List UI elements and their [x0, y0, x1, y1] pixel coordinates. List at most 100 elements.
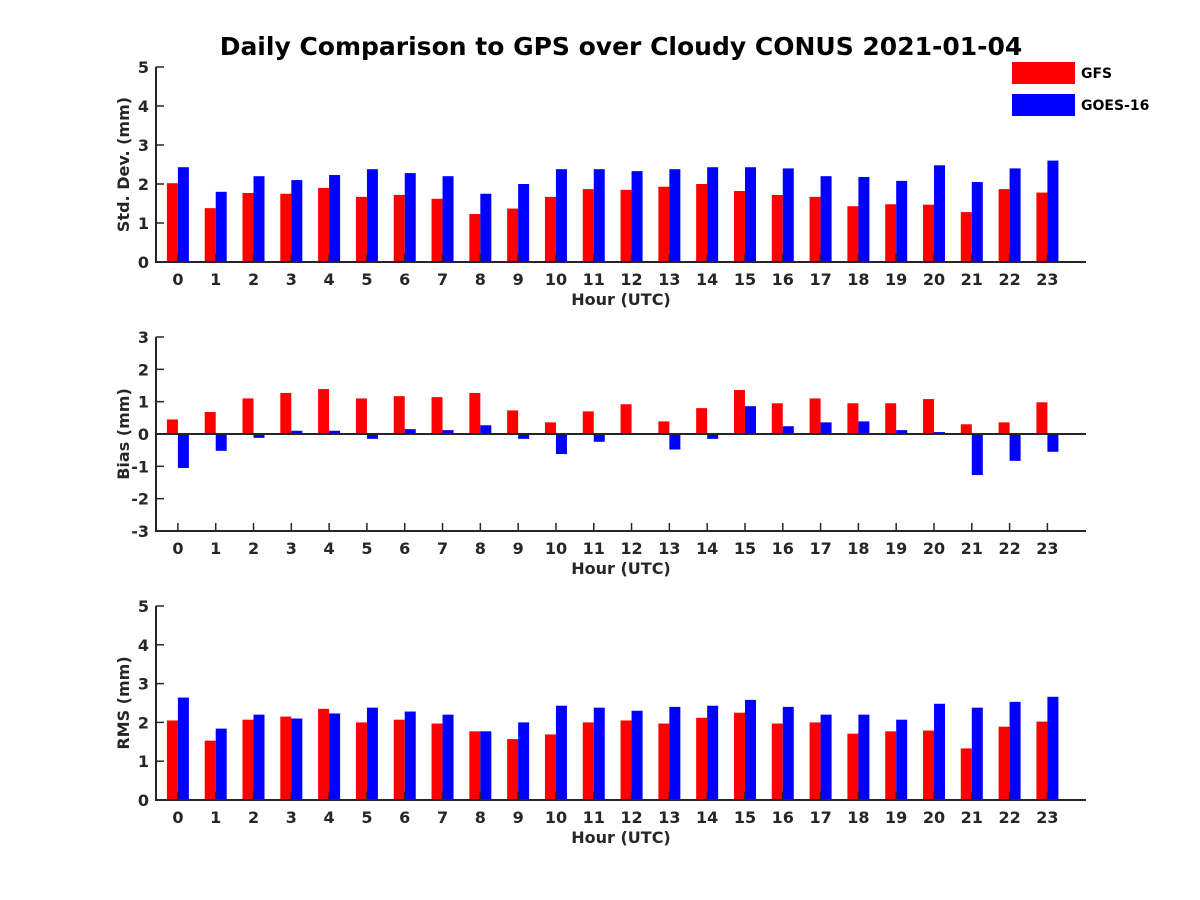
x-tick-label: 4 [324, 808, 335, 827]
bar-goes-16-hour-4 [329, 430, 341, 434]
bar-goes-16-hour-19 [896, 430, 908, 434]
bar-gfs-hour-11 [582, 722, 594, 800]
bar-gfs-hour-3 [280, 716, 292, 800]
x-tick-label: 8 [475, 270, 486, 289]
bar-gfs-hour-20 [923, 730, 934, 800]
x-tick-label: 19 [885, 539, 907, 558]
x-tick-label: 3 [286, 270, 297, 289]
bar-gfs-hour-2 [242, 192, 254, 262]
x-tick-label: 13 [658, 808, 680, 827]
bar-gfs-hour-14 [696, 408, 708, 434]
x-tick-label: 9 [513, 808, 524, 827]
x-tick-label: 10 [545, 270, 567, 289]
bar-goes-16-hour-12 [631, 710, 643, 800]
bar-goes-16-hour-6 [404, 173, 416, 262]
bar-goes-16-hour-2 [253, 714, 265, 800]
bar-gfs-hour-3 [280, 193, 292, 262]
x-tick-label: 4 [324, 539, 335, 558]
x-tick-label: 0 [172, 270, 183, 289]
x-tick-label: 3 [286, 808, 297, 827]
legend: GFS GOES-16 [1012, 62, 1149, 116]
bar-goes-16-hour-11 [593, 707, 605, 800]
x-tick-label: 14 [696, 270, 718, 289]
bar-goes-16-hour-21 [971, 182, 983, 262]
bar-goes-16-hour-13 [669, 706, 681, 800]
x-tick-label: 2 [248, 539, 259, 558]
bar-gfs-hour-18 [847, 733, 859, 800]
bar-goes-16-hour-13 [669, 169, 681, 262]
bar-gfs-hour-18 [847, 403, 859, 434]
bar-gfs-hour-6 [393, 194, 405, 262]
x-axis-label: Hour (UTC) [571, 559, 671, 578]
bar-goes-16-hour-10 [555, 169, 567, 262]
bar-gfs-hour-15 [733, 191, 745, 262]
bar-gfs-hour-20 [923, 399, 934, 434]
bar-gfs-hour-2 [242, 719, 254, 800]
bar-gfs-hour-13 [658, 723, 670, 800]
x-tick-label: 22 [998, 270, 1020, 289]
bar-goes-16-hour-17 [820, 714, 832, 800]
x-tick-label: 5 [361, 539, 372, 558]
bar-gfs-hour-10 [544, 422, 556, 434]
x-tick-label: 9 [513, 270, 524, 289]
bar-goes-16-hour-3 [291, 180, 303, 262]
bar-gfs-hour-9 [507, 739, 519, 800]
bar-goes-16-hour-18 [858, 421, 870, 434]
legend-label-gfs: GFS [1081, 66, 1112, 82]
y-tick-label: 3 [138, 328, 149, 347]
x-tick-label: 1 [210, 270, 221, 289]
bar-goes-16-hour-1 [215, 434, 227, 451]
bar-gfs-hour-17 [809, 398, 821, 434]
x-tick-label: 23 [1036, 539, 1058, 558]
x-tick-label: 21 [961, 808, 983, 827]
x-tick-label: 11 [583, 270, 605, 289]
y-tick-label: 1 [138, 752, 149, 771]
y-tick-label: -2 [131, 490, 149, 509]
bar-gfs-hour-12 [620, 404, 632, 434]
x-tick-label: 10 [545, 808, 567, 827]
bar-goes-16-hour-15 [744, 167, 756, 262]
bar-goes-16-hour-7 [442, 176, 454, 262]
bar-gfs-hour-5 [355, 722, 367, 800]
bar-gfs-hour-14 [696, 184, 708, 262]
bar-gfs-hour-13 [658, 421, 670, 434]
x-axis-label: Hour (UTC) [571, 828, 671, 847]
bar-goes-16-hour-8 [480, 425, 492, 434]
x-tick-label: 10 [545, 539, 567, 558]
bar-gfs-hour-2 [242, 398, 254, 434]
bar-goes-16-hour-10 [555, 434, 567, 455]
x-tick-label: 18 [847, 539, 869, 558]
bar-gfs-hour-21 [960, 212, 972, 262]
bar-goes-16-hour-9 [518, 434, 530, 439]
bar-goes-16-hour-15 [744, 699, 756, 800]
bar-goes-16-hour-21 [971, 707, 983, 800]
bar-goes-16-hour-10 [555, 705, 567, 800]
y-tick-label: 2 [138, 360, 149, 379]
y-tick-label: 2 [138, 175, 149, 194]
bar-gfs-hour-22 [998, 726, 1010, 800]
y-tick-label: -3 [131, 522, 149, 541]
x-tick-label: 16 [772, 808, 794, 827]
y-tick-label: 3 [138, 136, 149, 155]
bar-goes-16-hour-16 [782, 426, 794, 434]
y-tick-label: 2 [138, 713, 149, 732]
y-axis-label: Bias (mm) [114, 388, 133, 480]
y-tick-label: 0 [138, 425, 149, 444]
bar-gfs-hour-1 [204, 412, 216, 434]
bar-gfs-hour-23 [1036, 721, 1048, 800]
x-tick-label: 17 [809, 808, 831, 827]
legend-swatch-goes-16 [1012, 94, 1075, 116]
x-tick-label: 12 [620, 808, 642, 827]
bar-goes-16-hour-9 [518, 722, 530, 800]
bar-gfs-hour-15 [733, 712, 745, 800]
x-tick-label: 12 [620, 539, 642, 558]
x-tick-label: 6 [399, 270, 410, 289]
x-tick-label: 23 [1036, 808, 1058, 827]
bar-goes-16-hour-12 [631, 171, 643, 262]
bar-goes-16-hour-20 [934, 703, 945, 800]
y-tick-label: 5 [138, 597, 149, 616]
x-tick-label: 13 [658, 539, 680, 558]
bar-gfs-hour-7 [431, 397, 443, 434]
